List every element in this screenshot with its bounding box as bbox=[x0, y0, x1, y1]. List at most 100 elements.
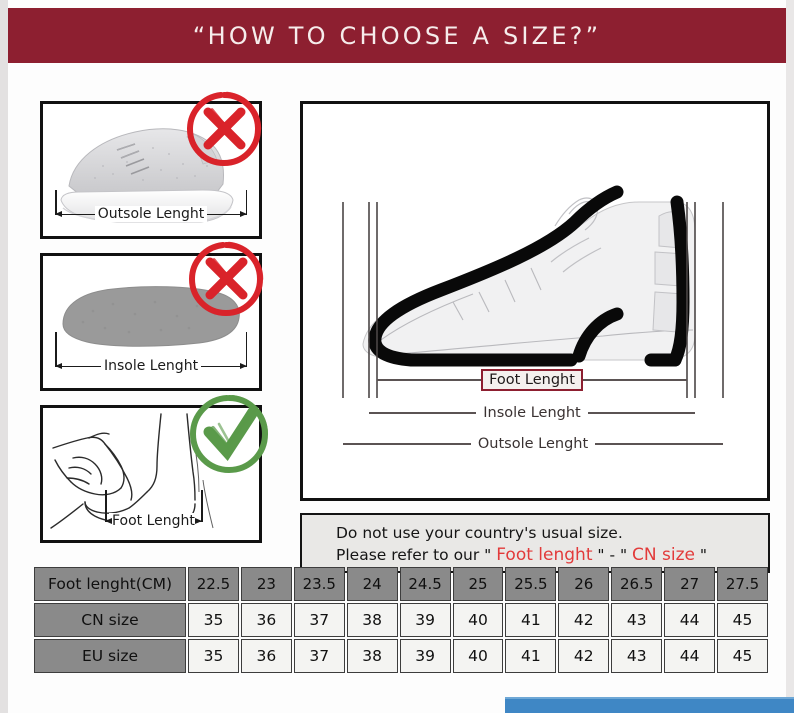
table-cell: 36 bbox=[240, 639, 292, 673]
table-cell: 35 bbox=[188, 639, 239, 673]
table-cell: 45 bbox=[717, 639, 768, 673]
table-cell: 41 bbox=[505, 639, 557, 673]
table-cell: 25.5 bbox=[505, 567, 557, 601]
panel-foot-length: Foot Lenght bbox=[40, 395, 269, 543]
table-cell: 26 bbox=[558, 567, 610, 601]
main-insole-label: Insole Lenght bbox=[476, 405, 588, 421]
table-cell: 27.5 bbox=[717, 567, 768, 601]
outsole-tick-right bbox=[245, 190, 247, 214]
insole-arrow-right bbox=[201, 362, 248, 369]
table-cell: 44 bbox=[664, 603, 716, 637]
panel-insole-inner: Insole Lenght bbox=[43, 241, 264, 388]
left-margin-strip bbox=[0, 0, 8, 713]
table-cell: 38 bbox=[346, 639, 398, 673]
foot-arrow-left bbox=[105, 517, 112, 524]
table-cell: 38 bbox=[346, 603, 398, 637]
table-cell: 22.5 bbox=[188, 567, 239, 601]
insole-tick-right bbox=[245, 332, 247, 366]
panel-insole-length: Insole Lenght bbox=[40, 241, 264, 391]
row-header-eu-size: EU size bbox=[34, 639, 186, 673]
right-margin-strip bbox=[786, 0, 794, 713]
page-title: “HOW TO CHOOSE A SIZE?” bbox=[192, 21, 602, 50]
table-row: CN size 35 36 37 38 39 40 41 42 43 44 45 bbox=[34, 603, 768, 637]
shoe-outline-diagram bbox=[342, 185, 724, 398]
notice-line-1: Do not use your country's usual size. bbox=[336, 524, 623, 542]
table-row: EU size 35 36 37 38 39 40 41 42 43 44 45 bbox=[34, 639, 768, 673]
outsole-dimension-line-right bbox=[595, 443, 724, 445]
notice-line2-mid: " - " bbox=[592, 546, 633, 564]
outsole-label: Outsole Lenght bbox=[94, 206, 208, 222]
panel-foot-inner: Foot Lenght bbox=[43, 395, 269, 540]
outsole-dimension-line-left bbox=[343, 443, 471, 445]
table-cell: 40 bbox=[452, 603, 504, 637]
main-dimension-insole: Insole Lenght bbox=[369, 405, 695, 421]
insole-tick-left bbox=[55, 332, 57, 366]
outsole-arrow-left bbox=[55, 210, 95, 217]
table-cell: 23.5 bbox=[293, 567, 345, 601]
foot-dimension-line-left bbox=[377, 379, 482, 381]
table-cell: 43 bbox=[611, 603, 663, 637]
table-cell: 24.5 bbox=[399, 567, 451, 601]
table-cell: 39 bbox=[399, 639, 451, 673]
table-cell: 40 bbox=[452, 639, 504, 673]
foot-tick-right bbox=[201, 490, 203, 522]
table-cell: 25 bbox=[452, 567, 504, 601]
panel-outsole-inner: Outsole Lenght bbox=[43, 91, 262, 236]
panel-main-diagram: Foot Lenght Insole Lenght Outsole Lenght bbox=[300, 101, 770, 501]
insole-arrow-left bbox=[55, 362, 101, 369]
panel-outsole-length: Outsole Lenght bbox=[40, 91, 262, 239]
notice-term-cn-size: CN size bbox=[632, 545, 695, 565]
outsole-tick-left bbox=[55, 190, 57, 214]
main-diagram-inner: Foot Lenght Insole Lenght Outsole Lenght bbox=[303, 104, 767, 498]
main-dimension-foot: Foot Lenght bbox=[377, 369, 687, 391]
table-row: Foot lenght(CM) 22.5 23 23.5 24 24.5 25 … bbox=[34, 567, 768, 601]
notice-term-foot-lenght: Foot lenght bbox=[496, 545, 593, 565]
table-cell: 43 bbox=[611, 639, 663, 673]
content-card: Outsole Lenght bbox=[8, 63, 786, 685]
size-table: Foot lenght(CM) 22.5 23 23.5 24 24.5 25 … bbox=[32, 565, 770, 675]
foot-tick-left bbox=[105, 490, 107, 522]
main-dimension-outsole: Outsole Lenght bbox=[343, 436, 724, 452]
main-outsole-label: Outsole Lenght bbox=[470, 436, 596, 452]
table-cell: 37 bbox=[293, 603, 345, 637]
bottom-blue-bar[interactable] bbox=[505, 697, 794, 713]
insole-dimension-line-right bbox=[587, 412, 695, 414]
table-cell: 42 bbox=[558, 639, 610, 673]
table-cell: 27 bbox=[664, 567, 716, 601]
table-cell: 45 bbox=[717, 603, 768, 637]
insole-dimension: Insole Lenght bbox=[55, 358, 248, 374]
insole-label: Insole Lenght bbox=[100, 358, 202, 374]
size-table-body: Foot lenght(CM) 22.5 23 23.5 24 24.5 25 … bbox=[34, 567, 768, 673]
notice-line-2: Please refer to our " Foot lenght " - " … bbox=[336, 544, 768, 566]
foot-label: Foot Lenght bbox=[109, 513, 198, 529]
table-cell: 39 bbox=[399, 603, 451, 637]
table-cell: 37 bbox=[293, 639, 345, 673]
green-check-icon bbox=[189, 395, 269, 474]
table-cell: 36 bbox=[240, 603, 292, 637]
notice-line2-prefix: Please refer to our " bbox=[336, 546, 497, 564]
foot-dimension: Foot Lenght bbox=[105, 513, 205, 529]
table-cell: 41 bbox=[505, 603, 557, 637]
table-cell: 26.5 bbox=[611, 567, 663, 601]
notice-line2-suffix: " bbox=[695, 546, 708, 564]
outsole-dimension: Outsole Lenght bbox=[55, 206, 248, 222]
table-cell: 44 bbox=[664, 639, 716, 673]
size-table-wrapper: Foot lenght(CM) 22.5 23 23.5 24 24.5 25 … bbox=[32, 565, 770, 675]
row-header-foot-length: Foot lenght(CM) bbox=[34, 567, 186, 601]
foot-dimension-line-right bbox=[582, 379, 687, 381]
row-header-cn-size: CN size bbox=[34, 603, 186, 637]
insole-illustration bbox=[62, 286, 240, 347]
size-notice-box: Do not use your country's usual size. Pl… bbox=[300, 513, 770, 573]
outsole-arrow-right bbox=[207, 210, 248, 217]
table-cell: 23 bbox=[240, 567, 292, 601]
main-foot-label: Foot Lenght bbox=[481, 369, 583, 391]
insole-dimension-line-left bbox=[369, 412, 477, 414]
foot-arrow-right bbox=[194, 517, 202, 524]
table-cell: 24 bbox=[346, 567, 398, 601]
table-cell: 35 bbox=[188, 603, 239, 637]
page-title-banner: “HOW TO CHOOSE A SIZE?” bbox=[8, 8, 786, 63]
red-x-icon bbox=[186, 91, 262, 167]
bottom-blue-bar-highlight bbox=[505, 697, 794, 699]
table-cell: 42 bbox=[558, 603, 610, 637]
